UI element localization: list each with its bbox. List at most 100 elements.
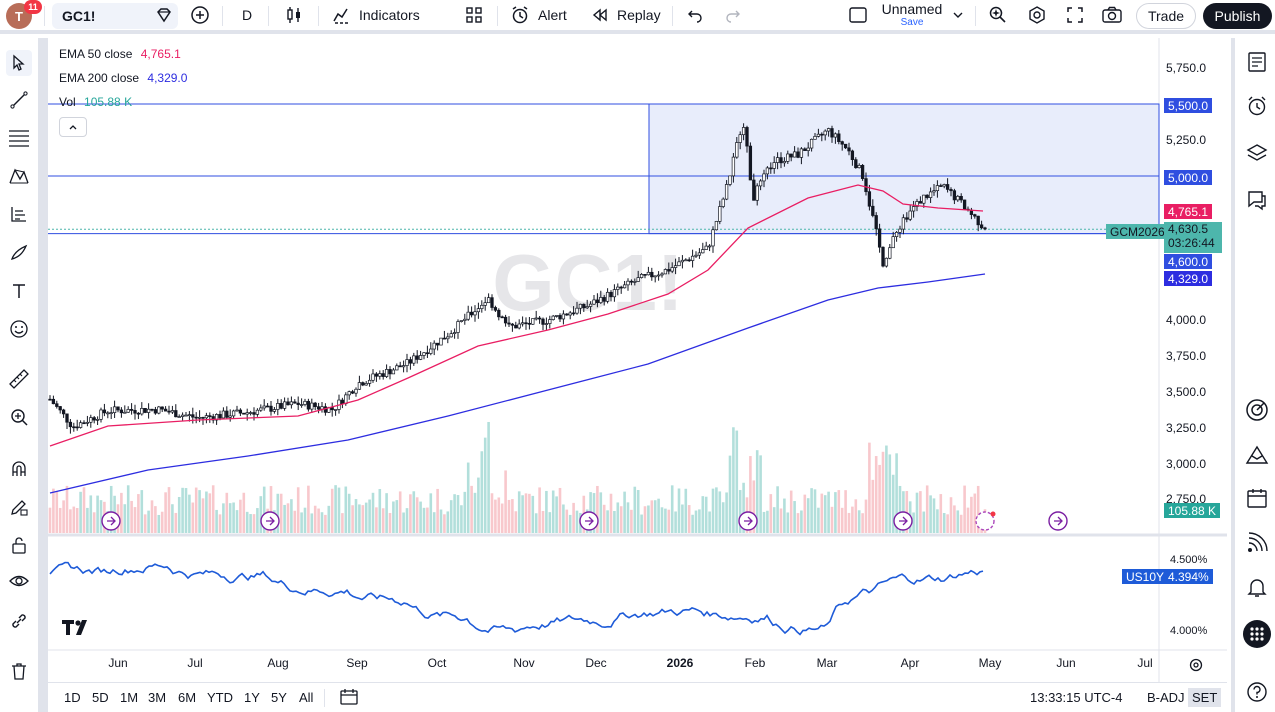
axis-settings-gear-icon[interactable] xyxy=(1188,657,1204,678)
help-icon[interactable] xyxy=(1243,678,1271,706)
candle-body xyxy=(888,247,892,259)
range-5d-button[interactable]: 5D xyxy=(92,690,109,705)
volume-bar xyxy=(602,504,606,533)
bell-icon[interactable] xyxy=(1243,573,1271,601)
volume-bar xyxy=(786,512,790,533)
price-tick: 3,750.0 xyxy=(1166,349,1207,363)
layout-name-button[interactable]: Unnamed Save xyxy=(878,2,946,29)
candle-body xyxy=(639,274,644,278)
volume-bar xyxy=(497,497,501,533)
trash-icon[interactable] xyxy=(6,658,32,684)
settings-gear-icon[interactable] xyxy=(1027,0,1047,30)
divider xyxy=(318,6,319,26)
target-icon[interactable] xyxy=(1243,396,1271,424)
chevron-down-icon[interactable] xyxy=(951,0,965,30)
quick-search-icon[interactable] xyxy=(988,0,1008,30)
candle-body xyxy=(531,318,535,325)
candle-body xyxy=(898,228,902,233)
volume-bar xyxy=(942,513,946,533)
candles-icon[interactable] xyxy=(284,0,304,30)
pattern-icon[interactable] xyxy=(6,163,32,189)
candle-body xyxy=(357,382,362,390)
candle-body xyxy=(609,291,613,298)
range-all-button[interactable]: All xyxy=(299,690,314,705)
volume-legend[interactable]: Vol 105.88 K xyxy=(59,95,132,109)
layout-checkbox[interactable] xyxy=(848,0,868,30)
redo-icon[interactable] xyxy=(724,0,742,30)
set-button[interactable]: SET xyxy=(1188,688,1222,707)
volume-bar xyxy=(89,495,93,533)
collapse-legend-button[interactable] xyxy=(59,117,87,137)
magnet-icon[interactable] xyxy=(6,456,32,482)
divider xyxy=(324,689,325,707)
add-symbol-icon[interactable] xyxy=(190,0,210,30)
replay-button[interactable]: Replay xyxy=(591,0,661,30)
zoom-in-icon[interactable] xyxy=(6,404,32,430)
range-6m-button[interactable]: 6M xyxy=(178,690,197,705)
trade-button[interactable]: Trade xyxy=(1136,3,1196,29)
symbol-search[interactable]: GC1! xyxy=(52,3,178,29)
calendar-icon[interactable] xyxy=(1243,484,1271,512)
mountain-icon[interactable] xyxy=(1243,441,1271,469)
forecast-icon[interactable] xyxy=(6,201,32,227)
candle-body xyxy=(435,342,440,346)
watchlist-icon[interactable] xyxy=(1243,48,1271,76)
range-ytd-button[interactable]: YTD xyxy=(207,690,233,705)
ruler-icon[interactable] xyxy=(6,366,32,392)
undo-icon[interactable] xyxy=(686,0,704,30)
alert-button[interactable]: Alert xyxy=(510,0,567,30)
volume-bar xyxy=(109,485,113,533)
layout-grid-icon[interactable] xyxy=(464,0,484,30)
volume-bar xyxy=(419,501,422,533)
publish-button[interactable]: Publish xyxy=(1203,3,1272,29)
chat-icon[interactable] xyxy=(1243,186,1271,214)
volume-bar xyxy=(405,508,409,533)
interval-label: D xyxy=(242,7,253,23)
layers-icon[interactable] xyxy=(1243,139,1271,167)
alarm-clock-icon[interactable] xyxy=(1243,92,1271,120)
candle-body xyxy=(762,173,766,182)
ema50-legend[interactable]: EMA 50 close 4,765.1 xyxy=(59,47,181,61)
broadcast-icon[interactable] xyxy=(1243,529,1271,557)
range-1d-button[interactable]: 1D xyxy=(64,690,81,705)
candle-body xyxy=(507,322,511,325)
candle-body xyxy=(262,405,266,409)
candle-body xyxy=(707,245,712,248)
cursor-icon[interactable] xyxy=(6,50,32,76)
volume-bar xyxy=(174,512,178,533)
range-1m-button[interactable]: 1M xyxy=(120,690,139,705)
fullscreen-icon[interactable] xyxy=(1065,0,1085,30)
date-range-icon[interactable] xyxy=(339,688,359,711)
candle-body xyxy=(626,280,630,286)
lock-icon[interactable] xyxy=(6,532,32,558)
apps-grid-icon[interactable] xyxy=(1243,620,1271,648)
link-icon[interactable] xyxy=(6,608,32,634)
trend-line-icon[interactable] xyxy=(6,87,32,113)
volume-bar xyxy=(500,503,504,533)
b-adj-button[interactable]: B-ADJ xyxy=(1147,690,1185,705)
range-1y-button[interactable]: 1Y xyxy=(244,690,260,705)
volume-bar xyxy=(296,487,300,533)
camera-icon[interactable] xyxy=(1101,0,1123,30)
ema200-legend[interactable]: EMA 200 close 4,329.0 xyxy=(59,71,187,85)
diamond-icon[interactable] xyxy=(155,0,173,30)
ema50-line xyxy=(49,184,984,447)
pencil-lock-icon[interactable] xyxy=(6,494,32,520)
volume-bar xyxy=(99,500,103,533)
fib-retracement-icon[interactable] xyxy=(6,125,32,151)
time-tick: Jul xyxy=(187,656,203,670)
candle-body xyxy=(75,426,79,429)
range-3m-button[interactable]: 3M xyxy=(148,690,167,705)
candle-body xyxy=(922,194,926,204)
price-chart[interactable]: GC1! xyxy=(48,38,1227,682)
emoji-icon[interactable] xyxy=(6,316,32,342)
brush-icon[interactable] xyxy=(6,240,32,266)
eye-icon[interactable] xyxy=(6,568,32,594)
level-4600-badge: 4,600.0 xyxy=(1164,254,1213,269)
text-icon[interactable] xyxy=(6,278,32,304)
indicators-button[interactable]: Indicators xyxy=(332,0,420,30)
tradingview-logo-icon[interactable] xyxy=(61,618,95,641)
interval-button[interactable]: D xyxy=(242,0,252,30)
clock-timezone[interactable]: 13:33:15 UTC-4 xyxy=(1030,690,1123,705)
range-5y-button[interactable]: 5Y xyxy=(271,690,287,705)
